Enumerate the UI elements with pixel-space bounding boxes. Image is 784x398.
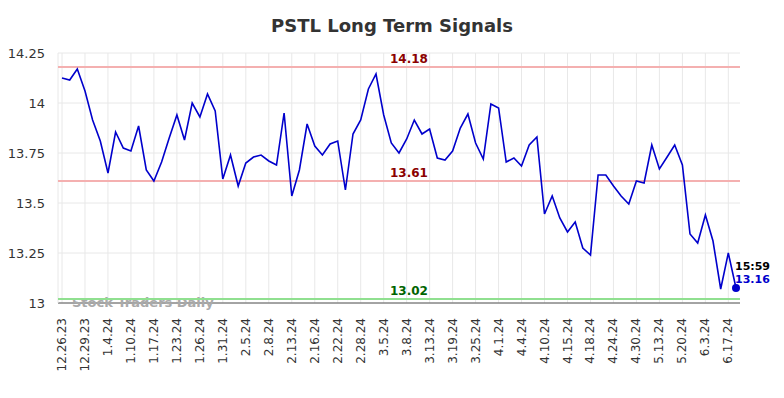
- y-tick-label: 13: [28, 296, 45, 311]
- y-tick-label: 14: [28, 96, 45, 111]
- signal-line: [58, 298, 740, 300]
- x-tick-label: 3.5.24: [377, 318, 391, 356]
- x-tick-label: 5.13.24: [652, 318, 666, 364]
- watermark: Stock Traders Daily: [72, 295, 214, 310]
- y-axis: [58, 53, 59, 303]
- x-tick-label: 2.8.24: [262, 318, 276, 356]
- x-tick-label: 2.5.24: [239, 318, 253, 356]
- x-tick-label: 6.3.24: [698, 318, 712, 356]
- grid-line: [107, 53, 108, 303]
- x-tick-label: 3.25.24: [469, 318, 483, 364]
- grid-line: [498, 53, 499, 303]
- x-tick-label: 1.17.24: [147, 318, 161, 364]
- grid-line: [291, 53, 292, 303]
- x-tick-label: 3.13.24: [423, 318, 437, 364]
- grid-line: [337, 53, 338, 303]
- title: PSTL Long Term Signals: [271, 15, 513, 36]
- price-line: [62, 69, 736, 289]
- plot-area: [58, 67, 740, 299]
- x-tick-label: 2.22.24: [331, 318, 345, 364]
- grid-line: [58, 203, 740, 204]
- signal-line: [58, 66, 740, 68]
- x-tick-label: 6.17.24: [721, 318, 735, 364]
- x-tick-label: 4.24.24: [606, 318, 620, 364]
- grid-line: [659, 53, 660, 303]
- x-tick-label: 4.15.24: [561, 318, 575, 364]
- signal-label: 14.18: [390, 52, 428, 66]
- x-tick-label: 4.18.24: [583, 318, 597, 364]
- x-tick-label: 2.16.24: [308, 318, 322, 364]
- x-tick-label: 12.26.23: [55, 318, 69, 371]
- y-tick-label: 13.5: [16, 196, 45, 211]
- x-tick-label: 1.10.24: [124, 318, 138, 364]
- grid-line: [728, 53, 729, 303]
- x-tick-label: 3.8.24: [400, 318, 414, 356]
- grid-line: [314, 53, 315, 303]
- grid-line: [130, 53, 131, 303]
- y-tick-label: 14.25: [8, 46, 45, 61]
- grid-line: [429, 53, 430, 303]
- grid-line: [682, 53, 683, 303]
- x-tick-label: 5.20.24: [675, 318, 689, 364]
- chart: PSTL Long Term Signals 13 13.25 13.5 13.75 14…: [0, 0, 784, 398]
- grid-line: [452, 53, 453, 303]
- x-tick-label: 1.31.24: [216, 318, 230, 364]
- grid-line: [360, 53, 361, 303]
- grid-line: [176, 53, 177, 303]
- x-tick-label: 1.23.24: [170, 318, 184, 364]
- x-tick-label: 12.29.23: [78, 318, 92, 371]
- x-tick-label: 4.1.24: [492, 318, 506, 356]
- grid-line: [567, 53, 568, 303]
- x-tick-label: 4.10.24: [538, 318, 552, 364]
- x-tick-label: 2.28.24: [354, 318, 368, 364]
- grid-line: [590, 53, 591, 303]
- y-tick-label: 13.25: [8, 246, 45, 261]
- grid-line: [636, 53, 637, 303]
- x-tick-label: 2.13.24: [285, 318, 299, 364]
- signal-label: 13.61: [390, 166, 428, 180]
- last-price-label: 13.16: [735, 273, 770, 286]
- grid-line: [475, 53, 476, 303]
- grid-line: [58, 253, 740, 254]
- grid-line: [268, 53, 269, 303]
- x-tick-label: 1.26.24: [193, 318, 207, 364]
- grid-line: [199, 53, 200, 303]
- x-tick-label: 3.19.24: [446, 318, 460, 364]
- signal-label: 13.02: [390, 284, 428, 298]
- time-label: 15:59: [735, 260, 770, 273]
- y-tick-label: 13.75: [8, 146, 45, 161]
- grid-line: [383, 53, 384, 303]
- grid-line: [613, 53, 614, 303]
- grid-line: [58, 103, 740, 104]
- grid-line: [62, 53, 63, 303]
- x-tick-label: 4.4.24: [515, 318, 529, 356]
- grid-line: [705, 53, 706, 303]
- grid-line: [521, 53, 522, 303]
- grid-line: [245, 53, 246, 303]
- x-tick-label: 1.4.24: [101, 318, 115, 356]
- grid-line: [544, 53, 545, 303]
- x-tick-label: 4.30.24: [629, 318, 643, 364]
